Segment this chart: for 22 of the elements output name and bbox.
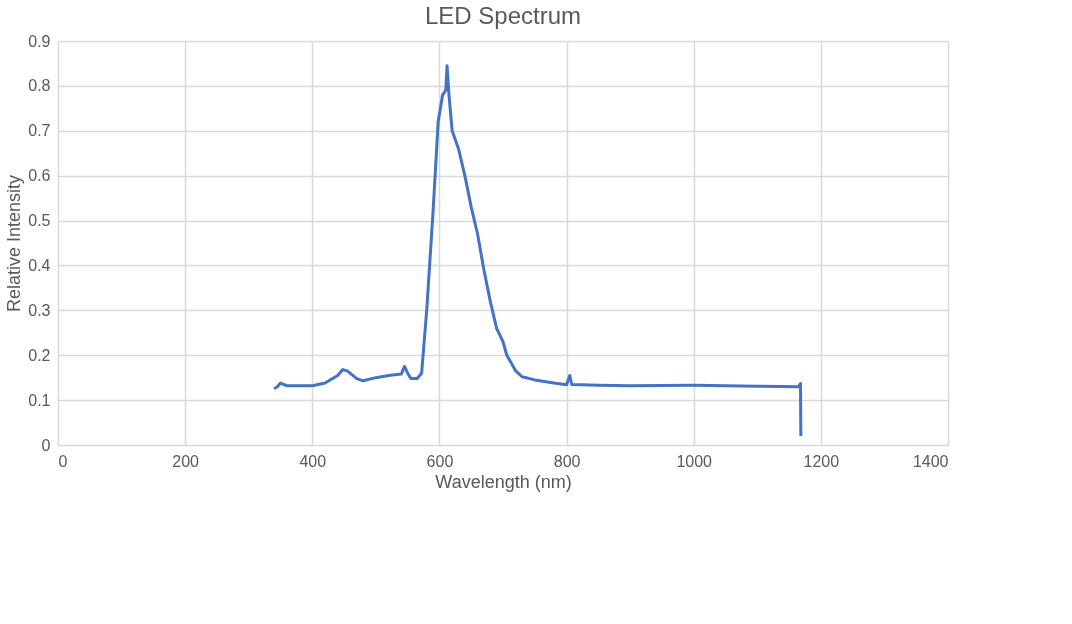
y-tick-label: 0 bbox=[41, 436, 51, 454]
x-tick-label: 800 bbox=[553, 452, 581, 470]
x-tick-label: 600 bbox=[426, 452, 454, 470]
y-tick-label: 0.5 bbox=[28, 212, 51, 230]
x-tick-label: 0 bbox=[58, 452, 68, 470]
x-tick-label: 1000 bbox=[676, 452, 713, 470]
y-tick-label: 0.9 bbox=[28, 32, 51, 50]
y-tick-label: 0.8 bbox=[28, 77, 51, 95]
y-tick-label: 0.2 bbox=[28, 346, 51, 364]
y-tick-label: 0.1 bbox=[28, 391, 51, 409]
x-axis-title: Wavelength (nm) bbox=[435, 471, 572, 492]
y-tick-label: 0.4 bbox=[28, 256, 51, 274]
x-tick-label: 200 bbox=[172, 452, 200, 470]
y-tick-label: 0.3 bbox=[28, 301, 51, 319]
y-axis-title: Relative Intensity bbox=[4, 174, 25, 313]
chart-title: LED Spectrum bbox=[424, 2, 582, 29]
x-tick-label: 1400 bbox=[912, 452, 949, 470]
x-tick-label: 1200 bbox=[803, 452, 840, 470]
y-tick-label: 0.6 bbox=[28, 167, 51, 185]
x-tick-label: 400 bbox=[299, 452, 327, 470]
line-series bbox=[272, 64, 803, 438]
y-tick-label: 0.7 bbox=[28, 122, 51, 140]
